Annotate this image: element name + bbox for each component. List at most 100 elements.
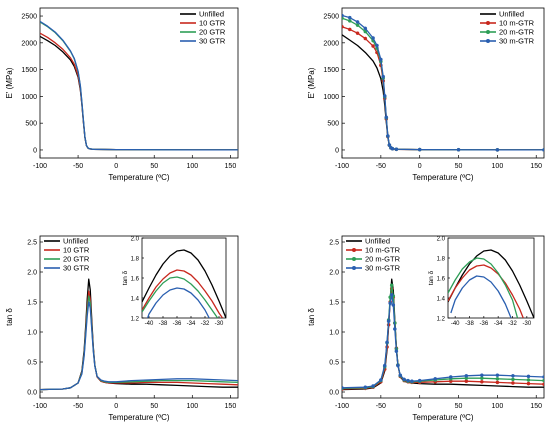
data-point	[347, 15, 352, 20]
data-point	[382, 94, 387, 98]
series-line	[146, 287, 210, 318]
x-tick-label: -36	[173, 321, 182, 327]
data-point	[363, 385, 368, 390]
y-tick-label: 2.5	[27, 240, 37, 247]
legend-label: Unfilled	[365, 237, 390, 246]
data-point	[393, 327, 397, 331]
inset-chart: -40 -38 -36 -34 -32 -30 1.2 1.4 1.6 1.8 2.0 tan δ	[428, 237, 535, 327]
legend-label: 10 m-GTR	[499, 19, 535, 28]
y-tick-label: 2500	[21, 14, 37, 21]
legend-marker	[352, 266, 356, 270]
plot-frame	[341, 7, 545, 159]
data-point	[342, 13, 344, 18]
y-tick-label: 1000	[323, 94, 339, 101]
series-layer	[142, 249, 226, 318]
y-tick-label: 2.0	[131, 237, 140, 243]
legend-label: 30 m-GTR	[365, 264, 401, 273]
x-tick-label: -30	[215, 321, 224, 327]
x-tick-label: -100	[33, 163, 47, 170]
data-point	[511, 377, 515, 382]
x-tick-label: -50	[376, 403, 386, 410]
x-tick-label: 150	[225, 403, 237, 410]
data-point	[480, 373, 484, 378]
data-point	[542, 378, 544, 383]
plot-frame	[39, 235, 239, 399]
series-line	[142, 269, 224, 318]
data-point	[480, 379, 484, 384]
series-line	[142, 276, 219, 318]
chart-panel-1: -100 -50 0 50 100 15005001000150020002500Temp…	[5, 7, 239, 182]
legend-marker	[486, 30, 490, 34]
y-tick-label: 1.8	[437, 257, 446, 263]
y-axis-label: tan δ	[5, 308, 14, 326]
data-point	[381, 74, 385, 79]
x-tick-label: 0	[418, 403, 422, 410]
data-point	[495, 373, 500, 378]
y-tick-label: 1.0	[329, 330, 339, 337]
data-point	[394, 147, 399, 152]
chart-panel-2: -100 -50 0 50 100 15005001000150020002500Temp…	[307, 7, 545, 182]
data-point	[402, 377, 406, 382]
series-line	[448, 249, 534, 318]
series-layer	[40, 20, 238, 151]
x-tick-label: -34	[187, 321, 196, 327]
x-axis-label: Temperature (ºC)	[108, 173, 169, 182]
data-point	[389, 292, 394, 297]
chart-panel-3: -100 -50 0 50 100 150 0.0 0.5 1.0 1.5 2.0 2.5 Temper…	[5, 235, 239, 422]
series-line	[142, 249, 226, 318]
data-point	[456, 147, 461, 152]
data-point	[417, 378, 422, 383]
data-point	[390, 146, 395, 151]
data-point	[464, 373, 469, 378]
x-tick-label: -36	[479, 321, 488, 327]
series-line	[448, 257, 519, 318]
x-tick-label: 50	[455, 403, 463, 410]
data-point	[342, 16, 344, 20]
x-tick-label: 50	[455, 163, 463, 170]
data-point	[347, 27, 352, 32]
x-tick-label: -34	[494, 321, 503, 327]
y-tick-label: 1.4	[131, 297, 140, 303]
data-point	[355, 20, 360, 24]
data-point	[371, 36, 375, 40]
series-layer	[342, 13, 544, 152]
data-point	[480, 376, 484, 381]
series-layer	[40, 278, 238, 391]
data-point	[386, 319, 391, 324]
data-point	[375, 43, 379, 48]
data-point	[448, 375, 453, 379]
legend-label: 20 GTR	[63, 255, 90, 264]
data-point	[406, 378, 410, 383]
data-point	[542, 148, 544, 152]
legend-label: 20 m-GTR	[365, 255, 401, 264]
legend-marker	[352, 257, 356, 261]
data-point	[433, 376, 438, 381]
data-point	[511, 381, 515, 385]
data-point	[382, 363, 387, 368]
x-tick-label: 100	[492, 403, 504, 410]
y-tick-label: 2.0	[329, 270, 339, 277]
y-tick-label: 0.5	[27, 360, 37, 367]
y-axis-label: E' (MPa)	[5, 67, 14, 98]
x-tick-label: 0	[114, 163, 118, 170]
y-tick-label: 2000	[21, 40, 37, 47]
legend-label: 10 GTR	[199, 19, 226, 28]
x-tick-label: 0	[114, 403, 118, 410]
plot-frame	[341, 235, 545, 399]
legend-marker	[352, 248, 356, 252]
x-axis-label: Temperature (ºC)	[108, 413, 169, 422]
legend-label: 20 GTR	[199, 28, 226, 37]
y-tick-label: 500	[25, 121, 37, 128]
data-point	[542, 375, 544, 379]
x-tick-label: -32	[508, 321, 517, 327]
x-tick-label: 150	[530, 403, 542, 410]
series-line	[448, 264, 524, 318]
plot-frame	[39, 7, 239, 159]
x-tick-label: 50	[150, 403, 158, 410]
y-tick-label: 1.6	[437, 277, 446, 283]
x-tick-label: 150	[225, 163, 237, 170]
series-line	[342, 294, 544, 389]
data-point	[389, 283, 394, 288]
data-point	[542, 382, 544, 386]
